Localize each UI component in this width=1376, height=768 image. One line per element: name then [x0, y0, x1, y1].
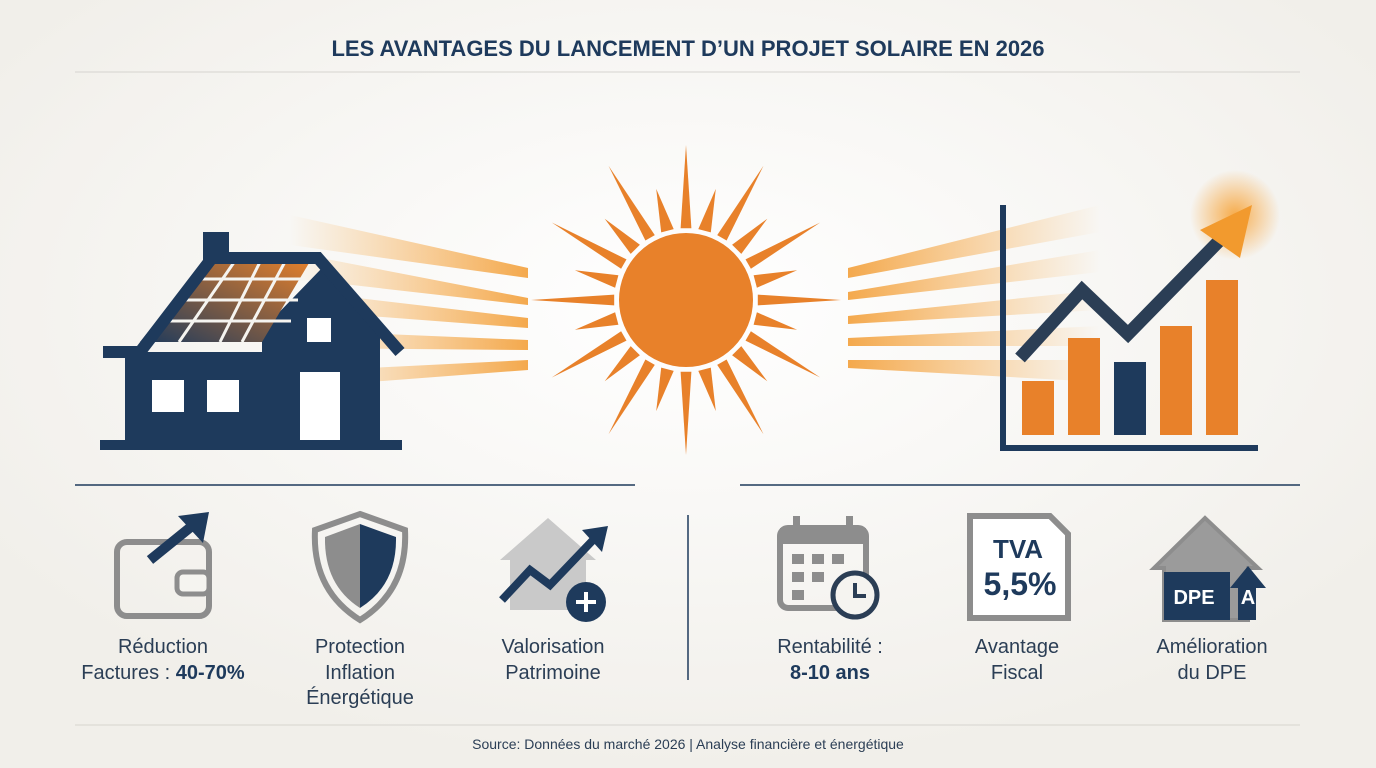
benefit-label: Protection — [315, 636, 405, 658]
calendar-icon — [777, 516, 880, 620]
sun-ray — [551, 222, 627, 269]
benefit-label: Énergétique — [306, 686, 414, 709]
sun-ray — [698, 188, 716, 233]
light-beam — [848, 205, 1100, 278]
property-icon — [499, 518, 608, 622]
sun-ray — [753, 270, 798, 288]
sun-ray — [745, 331, 821, 378]
sun-ray — [604, 346, 640, 382]
sun-ray — [531, 294, 615, 306]
benefit-value: 8-10 ans — [790, 662, 870, 684]
sun-ray — [680, 371, 692, 455]
benefit-label: Avantage — [975, 636, 1059, 658]
sun-ray — [753, 312, 798, 330]
sun-ray — [698, 367, 716, 412]
dpe-label: DPE — [1173, 587, 1214, 609]
sun-ray — [574, 270, 619, 288]
benefit-label: Réduction — [118, 636, 208, 658]
sun — [531, 145, 841, 455]
sun-ray — [745, 222, 821, 269]
benefit-label: Amélioration — [1156, 636, 1267, 658]
tax-document-icon: TVA 5,5% — [967, 513, 1071, 621]
sun-ray — [656, 367, 674, 412]
benefit-label: Patrimoine — [505, 662, 601, 684]
light-beam — [848, 290, 1100, 324]
sun-ray — [680, 145, 692, 229]
benefit-label: Fiscal — [991, 662, 1043, 684]
sun-ray — [608, 359, 655, 435]
sun-ray — [608, 165, 655, 241]
light-beam — [848, 250, 1100, 300]
dpe-grade: A — [1241, 587, 1255, 609]
tva-label: TVA — [993, 534, 1043, 564]
growth-illustration — [1000, 170, 1280, 451]
tva-rate: 5,5% — [984, 566, 1057, 602]
sun-ray — [604, 218, 640, 254]
sun-ray — [656, 188, 674, 233]
sun-ray — [717, 165, 764, 241]
light-beam — [848, 360, 1100, 382]
title: LES AVANTAGES DU LANCEMENT D’UN PROJET S… — [331, 36, 1044, 61]
sun-ray — [732, 218, 768, 254]
sun-ray — [574, 312, 619, 330]
benefit-label: du DPE — [1178, 662, 1247, 684]
shield-icon — [311, 510, 409, 624]
light-beam — [290, 215, 528, 278]
benefit-label: Factures : 40-70% — [81, 662, 245, 684]
benefit-label: Valorisation — [501, 636, 604, 658]
sun-ray — [732, 346, 768, 382]
sun-ray — [717, 359, 764, 435]
benefit-label: Inflation — [325, 662, 395, 684]
benefit-label: Rentabilité : — [777, 636, 883, 658]
sun-ray — [551, 331, 627, 378]
dpe-icon: DPE A — [1149, 515, 1266, 622]
source: Source: Données du marché 2026 | Analyse… — [472, 736, 904, 752]
benefit-value: 40-70% — [176, 662, 245, 684]
light-beam — [290, 252, 528, 305]
wallet-icon — [114, 512, 212, 619]
benefit-label: Factures : — [81, 662, 170, 684]
sun-disc — [619, 233, 753, 367]
sun-ray — [757, 294, 841, 306]
house-illustration — [100, 232, 405, 450]
